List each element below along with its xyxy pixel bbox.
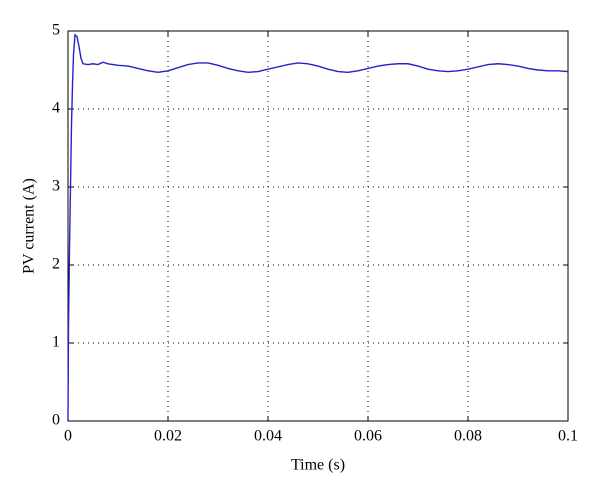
x-tick-label: 0.1 [558, 428, 578, 445]
y-tick-label: 1 [52, 334, 60, 351]
y-tick-label: 4 [52, 100, 60, 117]
x-axis-label: Time (s) [291, 457, 345, 474]
y-axis-label: PV current (A) [21, 178, 38, 274]
y-tick-label: 0 [52, 412, 60, 429]
x-tick-label: 0.04 [254, 428, 282, 445]
y-tick-label: 5 [52, 22, 60, 39]
x-tick-label: 0.02 [154, 428, 182, 445]
y-tick-label: 2 [52, 256, 60, 273]
x-tick-label: 0.08 [454, 428, 482, 445]
x-tick-label: 0 [64, 428, 72, 445]
plot-frame [67, 30, 569, 422]
x-tick-label: 0.06 [354, 428, 382, 445]
data-line [67, 33, 569, 422]
y-tick-label: 3 [52, 178, 60, 195]
